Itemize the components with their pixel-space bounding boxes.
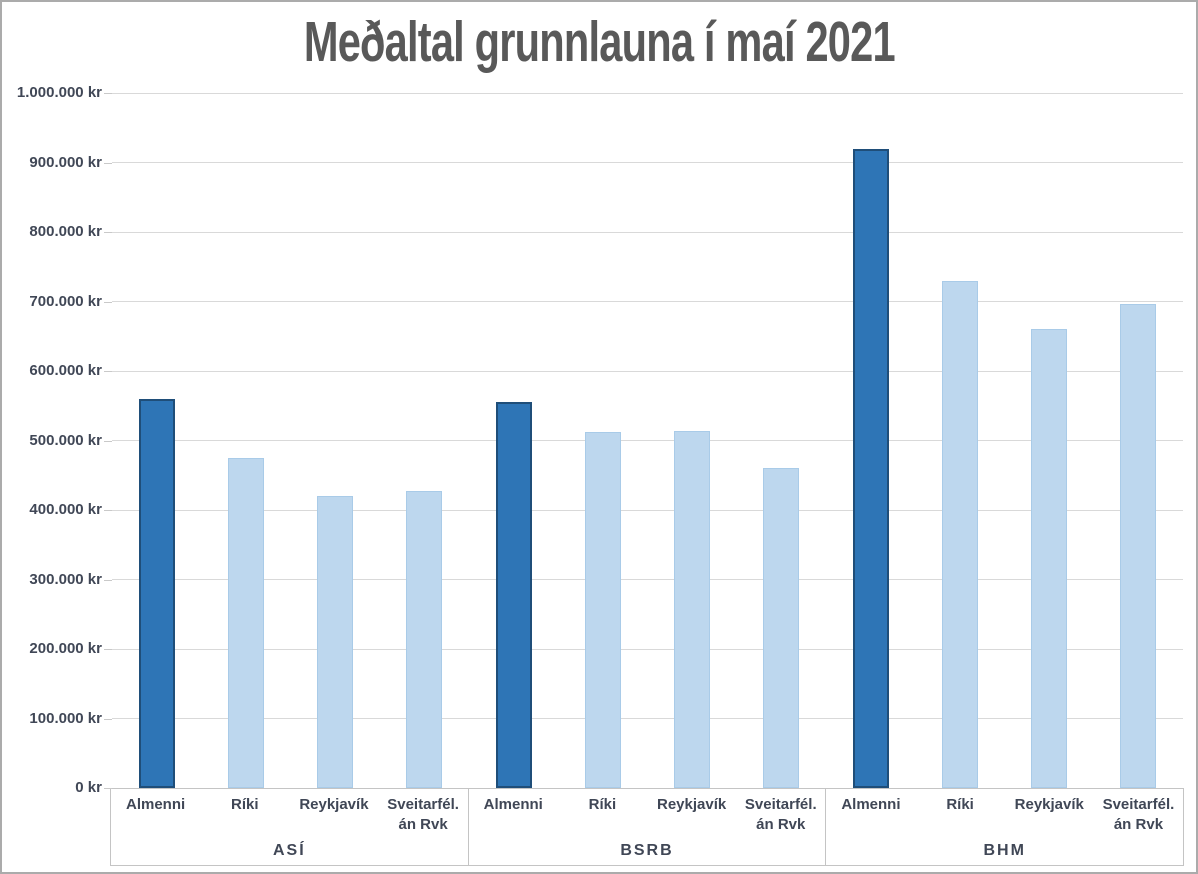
y-axis-tick [104, 440, 112, 442]
gridline [112, 440, 1183, 441]
bar [495, 401, 532, 788]
x-axis-category-label: Almenni [483, 796, 543, 813]
x-axis-category-row: Almenni Ríki Reykjavík Sveitarfél. án Rvk [469, 789, 826, 834]
y-axis-label: 0 kr [75, 779, 102, 796]
y-axis-tick [104, 162, 112, 164]
y-axis-tick [104, 371, 112, 372]
x-axis-group: Almenni Ríki Reykjavík Sveitarfél. án Rvk BS… [467, 789, 826, 865]
y-axis-label: 800.000 kr [29, 223, 102, 240]
bar [406, 491, 443, 788]
x-axis-category-label: Sveitarfél. án Rvk [744, 796, 817, 833]
x-axis-category-label: Sveitarfél. án Rvk [1102, 796, 1175, 833]
y-axis-label: 700.000 kr [29, 292, 102, 310]
bar [138, 398, 175, 788]
gridline [112, 301, 1183, 302]
y-axis-label: 300.000 kr [29, 570, 102, 588]
bar [1031, 329, 1068, 788]
x-axis-category-label: Reykjavík [299, 796, 369, 813]
y-axis-label: 900.000 kr [29, 153, 102, 171]
y-axis-tick [104, 93, 112, 94]
chart-title-text: Meðaltal grunnlauna í maí 2021 [303, 11, 896, 74]
y-axis-label: 1.000.000 kr [16, 84, 102, 101]
x-axis-category-label: Sveitarfél. án Rvk [387, 796, 459, 833]
x-axis-group: Almenni Ríki Reykjavík Sveitarfél. án Rvk BH… [825, 789, 1183, 865]
y-axis-tick [104, 718, 112, 720]
bar [763, 468, 800, 788]
gridline [112, 370, 1183, 372]
x-axis-category-row: Almenni Ríki Reykjavík Sveitarfél. án Rvk [111, 789, 468, 834]
x-axis-category-row: Almenni Ríki Reykjavík Sveitarfél. án Rvk [826, 789, 1183, 834]
gridline [112, 718, 1183, 719]
bar [674, 430, 711, 788]
bar [317, 496, 354, 788]
y-axis-label: 600.000 kr [29, 362, 102, 379]
x-axis-group: Almenni Ríki Reykjavík Sveitarfél. án Rvk AS… [111, 789, 468, 865]
gridline [112, 579, 1183, 580]
gridline [112, 648, 1183, 650]
x-axis-category-label: Almenni [841, 796, 901, 813]
y-axis-label: 400.000 kr [29, 501, 102, 518]
gridline [112, 162, 1183, 163]
bar [1120, 303, 1157, 788]
gridline [112, 509, 1183, 511]
gridline [112, 231, 1183, 233]
x-axis-category-label: Reykjavík [656, 796, 727, 813]
x-axis-category-label: Ríki [231, 796, 259, 813]
bar [584, 432, 621, 788]
gridline [112, 92, 1183, 94]
x-axis-category-label: Almenni [125, 796, 186, 813]
bar [941, 280, 978, 788]
bar [852, 149, 889, 788]
chart-title: Meðaltal grunnlauna í maí 2021 [2, 10, 1196, 74]
y-axis-label: 100.000 kr [29, 709, 102, 727]
y-axis-tick [104, 579, 112, 581]
bar [227, 457, 264, 788]
y-axis-label: 500.000 kr [29, 431, 102, 449]
x-axis-group-label: ASÍ [273, 842, 306, 859]
x-axis-category-label: Ríki [588, 796, 617, 813]
y-axis-tick [104, 232, 112, 233]
x-axis-group-label: BHM [983, 842, 1026, 859]
y-axis-tick [104, 301, 112, 303]
x-axis-group-label: BSRB [620, 842, 674, 859]
y-axis-tick [104, 510, 112, 511]
y-axis-label: 200.000 kr [29, 640, 102, 657]
x-axis: Almenni Ríki Reykjavík Sveitarfél. án Rvk AS… [110, 788, 1184, 866]
y-axis-tick [104, 788, 112, 789]
plot-area [112, 92, 1183, 788]
y-axis-tick [104, 649, 112, 650]
x-axis-category-label: Reykjavík [1014, 796, 1084, 813]
x-axis-category-label: Ríki [946, 796, 974, 813]
